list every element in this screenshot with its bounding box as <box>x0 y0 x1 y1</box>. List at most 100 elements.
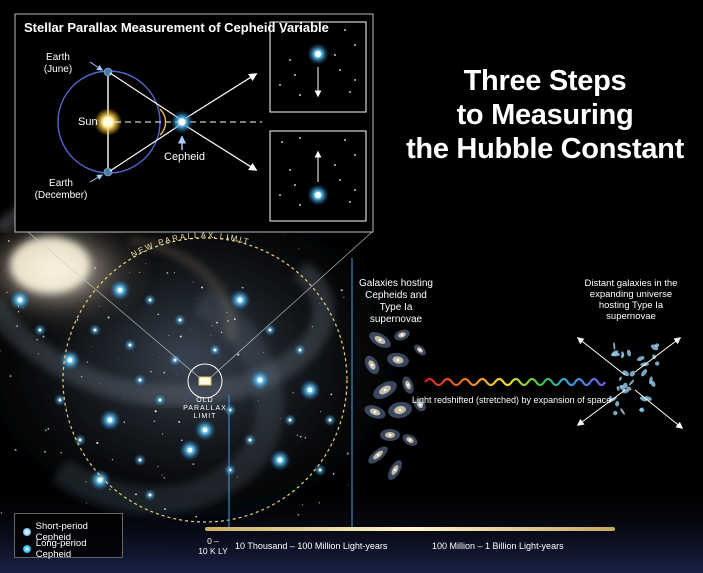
background-star <box>154 410 157 413</box>
galaxy <box>414 398 426 412</box>
background-star <box>195 515 198 518</box>
short-period-cepheid <box>143 488 157 502</box>
background-star <box>44 429 47 432</box>
background-star <box>7 240 10 242</box>
short-cepheid-icon <box>23 528 31 536</box>
background-star <box>48 263 50 265</box>
background-star <box>18 311 20 313</box>
scale-segment-2: 10 Thousand – 100 Million Light-years <box>235 541 388 551</box>
background-star <box>40 297 41 299</box>
background-star <box>340 289 343 292</box>
background-star <box>90 346 92 347</box>
background-star <box>292 392 294 394</box>
galaxies-hosting-label: Galaxies hosting Cepheids and Type Ia super… <box>359 278 433 325</box>
background-star <box>157 313 159 316</box>
background-star <box>166 272 169 274</box>
background-star <box>237 353 240 356</box>
long-period-cepheid <box>299 379 321 401</box>
field-star <box>281 31 283 33</box>
background-star <box>37 353 40 355</box>
scale-segment-1: 0 –10 K LY <box>198 536 228 556</box>
background-star <box>220 331 223 334</box>
background-star <box>27 480 29 482</box>
background-star <box>9 375 12 377</box>
short-period-cepheid <box>243 433 257 447</box>
background-star <box>210 407 212 409</box>
background-star <box>178 421 181 423</box>
background-star <box>129 272 131 274</box>
background-star <box>123 397 125 399</box>
short-period-cepheid <box>313 463 327 477</box>
distant-galaxy <box>613 410 618 416</box>
distant-galaxy <box>628 379 635 386</box>
background-star <box>346 452 349 455</box>
galaxy <box>402 376 414 394</box>
old-parallax-box <box>198 376 212 386</box>
page-title: Three Steps to Measuring the Hubble Cons… <box>406 65 684 165</box>
background-star <box>298 248 300 250</box>
field-star <box>299 137 301 139</box>
earth-december-label: Earth (December) <box>34 178 88 201</box>
background-star <box>301 504 304 506</box>
galaxy-cluster <box>364 329 426 480</box>
old-parallax-limit-label: OLD PARALLAX LIMIT <box>183 397 227 420</box>
short-period-cepheid <box>208 343 222 357</box>
background-star <box>280 418 282 420</box>
background-star <box>321 377 323 378</box>
background-star <box>192 281 194 283</box>
inset-title: Stellar Parallax Measurement of Cepheid … <box>24 20 329 35</box>
short-period-cepheid <box>168 353 182 367</box>
background-star <box>345 390 347 392</box>
field-star <box>349 201 351 203</box>
background-star <box>213 236 216 239</box>
long-period-cepheid <box>229 289 251 311</box>
field-star <box>334 164 336 166</box>
field-star <box>354 189 356 191</box>
background-star <box>196 298 198 300</box>
distant-galaxy <box>618 376 622 381</box>
background-star <box>241 286 244 289</box>
background-star <box>330 393 333 396</box>
background-star <box>163 371 166 374</box>
background-star <box>86 502 87 504</box>
background-star <box>219 316 220 318</box>
background-star <box>311 326 313 328</box>
background-star <box>211 325 213 327</box>
background-star <box>162 433 164 435</box>
field-star <box>339 69 341 71</box>
background-star <box>153 420 156 423</box>
background-star <box>284 234 285 236</box>
background-star <box>343 296 345 298</box>
long-period-cepheid <box>269 449 291 471</box>
field-star <box>339 179 341 181</box>
distant-galaxy <box>615 401 620 407</box>
background-star <box>19 274 22 276</box>
earth-june-label: Earth (June) <box>43 52 73 75</box>
background-star <box>263 351 265 353</box>
background-star <box>299 435 302 438</box>
distant-galaxy <box>629 370 636 377</box>
long-period-cepheid <box>99 409 121 431</box>
background-star <box>86 361 89 363</box>
background-star <box>189 328 191 330</box>
short-period-cepheid <box>323 413 337 427</box>
distant-galaxy <box>626 349 632 357</box>
inset-connector-left <box>27 231 201 379</box>
field-star <box>354 44 356 46</box>
background-star <box>189 500 191 502</box>
distant-galaxy <box>616 386 620 391</box>
short-period-cepheid <box>133 373 147 387</box>
galaxy <box>373 381 397 399</box>
short-period-cepheid <box>53 393 67 407</box>
background-star <box>42 335 45 338</box>
short-period-cepheid <box>293 343 307 357</box>
legend: Short-period Cepheid Long-period Cepheid <box>14 513 123 560</box>
galaxy <box>368 446 388 464</box>
background-star <box>165 241 168 243</box>
sun <box>103 117 113 127</box>
short-period-cepheid <box>153 393 167 407</box>
field-star <box>289 169 291 171</box>
short-period-cepheid <box>123 338 137 352</box>
field-star <box>281 141 283 143</box>
background-star <box>159 356 160 358</box>
